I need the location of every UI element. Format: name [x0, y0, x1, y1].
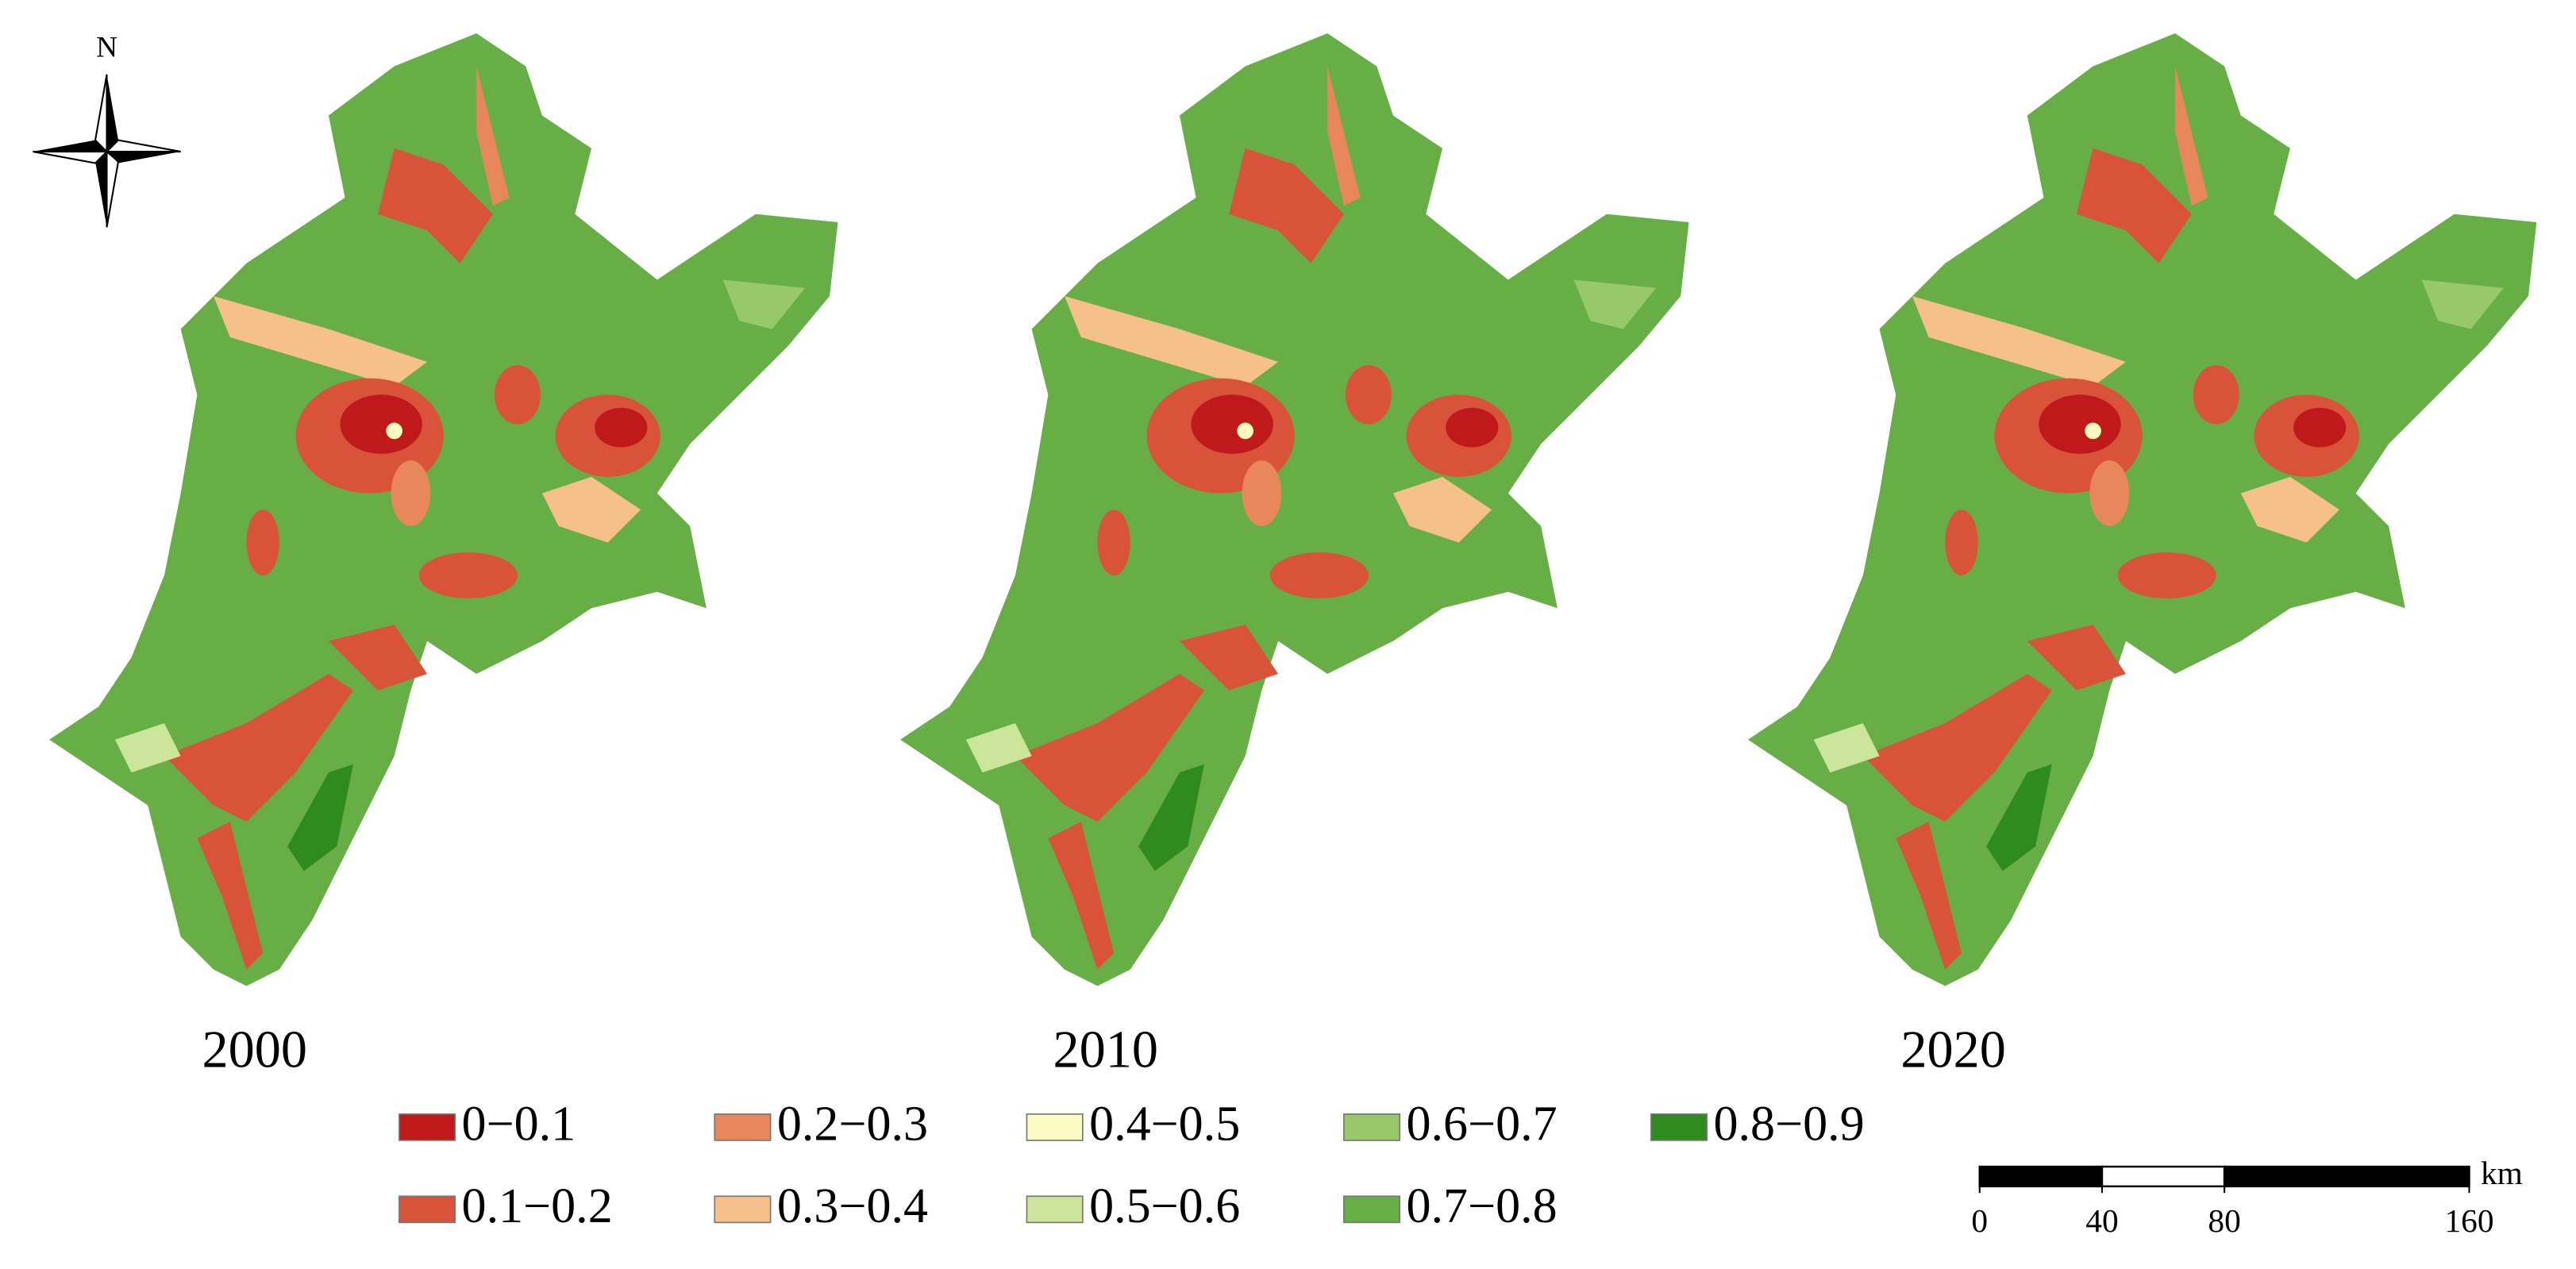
legend-label: 0.7−0.8	[1407, 1179, 1558, 1233]
legend-label: 0.6−0.7	[1407, 1098, 1558, 1152]
scale-segment	[2223, 1165, 2470, 1188]
legend-label: 0−0.1	[462, 1098, 576, 1152]
map	[1748, 33, 2536, 986]
scale-bar: 0 40 80 160 km	[1971, 1155, 2522, 1239]
legend-label: 0.1−0.2	[462, 1179, 613, 1233]
legend-swatch	[714, 1113, 772, 1141]
legend-swatch	[1650, 1113, 1708, 1141]
legend-label: 0.8−0.9	[1714, 1098, 1865, 1152]
scale-unit: km	[2481, 1155, 2523, 1191]
map-panel: 2010	[900, 33, 1688, 1079]
map	[900, 33, 1688, 986]
panel-label: 2020	[1900, 1021, 2005, 1079]
legend-swatch	[714, 1195, 772, 1224]
scale-label: 160	[2444, 1202, 2493, 1239]
scale-label: 80	[2208, 1202, 2240, 1239]
north-label: N	[96, 31, 117, 63]
north-arrow: N	[33, 31, 181, 228]
map-panel: 2020	[1748, 33, 2536, 1079]
scale-segment	[2100, 1165, 2226, 1188]
maps: 2000 2010 2020	[49, 33, 2536, 1079]
legend-swatch	[1026, 1195, 1084, 1224]
legend: 0−0.1 0.1−0.2 0.2−0.3 0.3−0.4 0.4−0.5 0.5−0.6…	[399, 1098, 1865, 1233]
legend-swatch	[399, 1113, 456, 1141]
scale-label: 40	[2085, 1202, 2118, 1239]
scale-label: 0	[1971, 1202, 1988, 1239]
legend-label: 0.3−0.4	[777, 1179, 928, 1233]
legend-swatch	[1343, 1113, 1401, 1141]
legend-swatch	[1026, 1113, 1084, 1141]
legend-label: 0.4−0.5	[1089, 1098, 1240, 1152]
panel-label: 2000	[202, 1021, 307, 1079]
map	[49, 33, 837, 986]
legend-swatch	[1343, 1195, 1401, 1224]
legend-label: 0.5−0.6	[1089, 1179, 1240, 1233]
legend-swatch	[399, 1195, 456, 1224]
scale-segment	[1978, 1165, 2104, 1188]
legend-label: 0.2−0.3	[777, 1098, 928, 1152]
map-panel: 2000	[49, 33, 837, 1079]
panel-label: 2010	[1053, 1021, 1158, 1079]
